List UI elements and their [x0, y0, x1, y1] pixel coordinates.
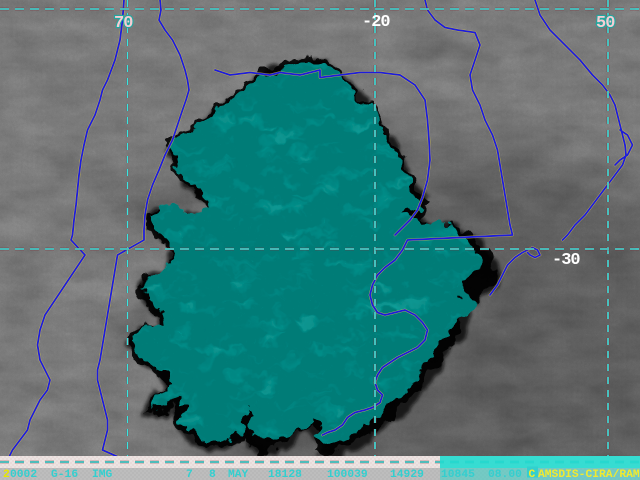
svg-text:-20: -20 [362, 13, 390, 32]
svg-text:7: 7 [186, 469, 193, 480]
svg-text:G-16: G-16 [51, 469, 78, 480]
svg-text:2: 2 [3, 469, 10, 480]
svg-text:70: 70 [114, 14, 133, 33]
svg-text:IMG: IMG [92, 469, 113, 480]
svg-text:AMSDIS-CIRA/RAMM: AMSDIS-CIRA/RAMM [538, 469, 640, 480]
svg-text:14929: 14929 [390, 469, 424, 480]
svg-text:C: C [529, 469, 536, 480]
svg-text:MAY: MAY [228, 469, 249, 480]
svg-text:18128: 18128 [268, 469, 302, 480]
svg-text:0002: 0002 [10, 469, 37, 480]
svg-text:8: 8 [209, 469, 216, 480]
svg-text:10845: 10845 [441, 469, 475, 480]
svg-text:50: 50 [596, 14, 615, 33]
svg-text:08.00: 08.00 [488, 469, 522, 480]
svg-text:100039: 100039 [327, 469, 368, 480]
svg-text:-30: -30 [552, 251, 580, 270]
